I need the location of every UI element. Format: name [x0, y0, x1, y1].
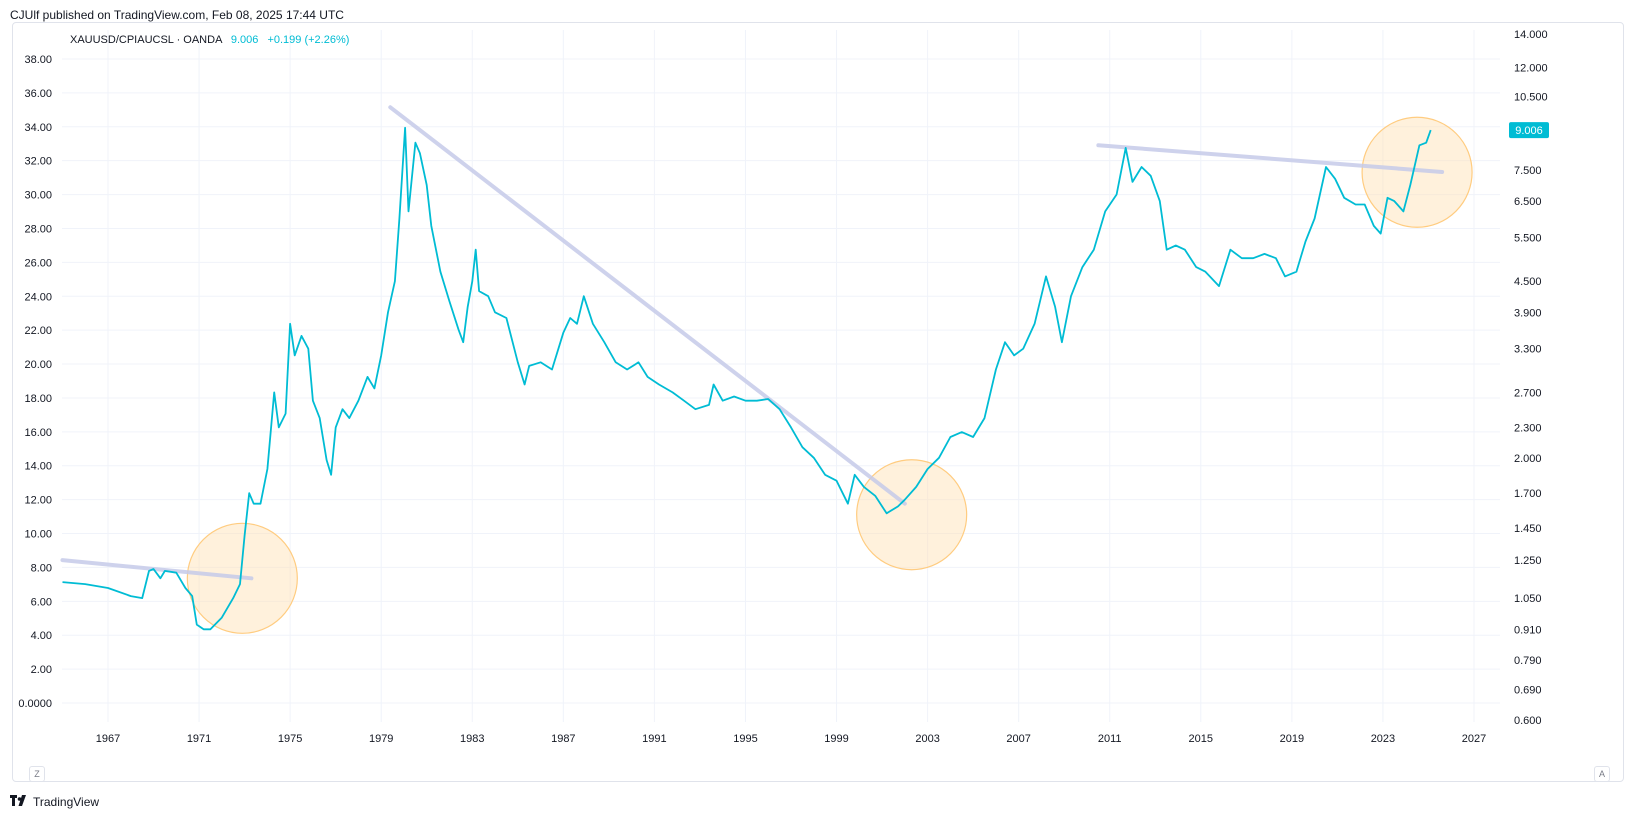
left-axis-tick-label: 2.00 [31, 664, 52, 676]
right-axis-tick-label: 14.000 [1514, 29, 1548, 41]
footer-brand: TradingView [10, 794, 99, 809]
x-axis-tick-label: 1995 [733, 733, 757, 745]
auto-scale-left-button[interactable]: Z [29, 766, 45, 782]
x-axis-tick-label: 2003 [915, 733, 939, 745]
right-axis-tick-label: 1.700 [1514, 488, 1542, 500]
x-axis-tick-label: 1999 [824, 733, 848, 745]
trend-line [388, 105, 907, 506]
tradingview-logo-icon [10, 794, 28, 809]
left-axis-tick-label: 36.00 [24, 88, 52, 100]
publish-info: CJUlf published on TradingView.com, Feb … [10, 8, 344, 22]
highlight-circle [856, 459, 968, 571]
left-axis-tick-label: 26.00 [24, 257, 52, 269]
x-axis-tick-label: 1979 [369, 733, 393, 745]
left-axis-tick-label: 22.00 [24, 325, 52, 337]
left-axis-tick-label: 8.00 [31, 562, 52, 574]
symbol-change: +0.199 (+2.26%) [267, 34, 350, 46]
trend-line [1096, 143, 1445, 174]
x-axis-tick-label: 2007 [1006, 733, 1030, 745]
x-axis-tick-label: 1971 [187, 733, 211, 745]
x-axis-tick-label: 2023 [1371, 733, 1395, 745]
x-axis-tick-label: 2027 [1462, 733, 1486, 745]
right-axis-tick-label: 1.450 [1514, 523, 1542, 535]
symbol-value: 9.006 [230, 34, 259, 46]
brand-name: TradingView [33, 794, 100, 809]
right-axis-tick-label: 0.910 [1514, 624, 1542, 636]
highlight-circle [1361, 116, 1473, 228]
left-axis-tick-label: 30.00 [24, 190, 52, 202]
right-axis-tick-label: 4.500 [1514, 276, 1542, 288]
right-axis-tick-label: 6.500 [1514, 196, 1542, 208]
right-axis-tick-label: 3.900 [1514, 307, 1542, 319]
trend-line [60, 558, 254, 581]
x-axis-tick-label: 2019 [1280, 733, 1304, 745]
price-series-line [62, 126, 1432, 631]
right-axis-tick-label: 10.500 [1514, 92, 1548, 104]
right-axis-tick-label: 3.300 [1514, 344, 1542, 356]
right-axis-tick-label: 0.690 [1514, 685, 1542, 697]
left-axis-tick-label: 4.00 [31, 630, 52, 642]
left-axis-tick-label: 24.00 [24, 291, 52, 303]
x-axis-tick-label: 1975 [278, 733, 302, 745]
right-axis-tick-label: 2.300 [1514, 422, 1542, 434]
left-axis-tick-label: 32.00 [24, 156, 52, 168]
right-axis-tick-label: 1.250 [1514, 555, 1542, 567]
x-axis-tick-label: 1991 [642, 733, 666, 745]
right-axis-tick-label: 0.790 [1514, 655, 1542, 667]
left-axis-tick-label: 18.00 [24, 393, 52, 405]
last-price-label-bg [1509, 122, 1549, 139]
left-axis-tick-label: 14.00 [24, 461, 52, 473]
symbol-name: XAUUSD/CPIAUCSL · OANDA [70, 34, 222, 46]
left-axis-tick-label: 28.00 [24, 223, 52, 235]
chart-frame [12, 22, 1624, 782]
right-axis-tick-label: 5.500 [1514, 232, 1542, 244]
right-axis-tick-label: 0.600 [1514, 715, 1542, 727]
right-axis-tick-label: 12.000 [1514, 63, 1548, 75]
x-axis-tick-label: 2011 [1098, 733, 1122, 745]
x-axis-tick-label: 1983 [460, 733, 484, 745]
left-axis-tick-label: 12.00 [24, 495, 52, 507]
last-price-label: 9.006 [1515, 125, 1543, 137]
left-axis-tick-label: 6.00 [31, 596, 52, 608]
left-axis-tick-label: 20.00 [24, 359, 52, 371]
symbol-legend: XAUUSD/CPIAUCSL · OANDA 9.006 +0.199 (+2… [70, 34, 349, 46]
right-axis-tick-label: 1.050 [1514, 593, 1542, 605]
left-axis-tick-label: 0.0000 [18, 698, 52, 710]
auto-scale-right-button[interactable]: A [1594, 766, 1610, 782]
x-axis-tick-label: 1967 [96, 733, 120, 745]
right-axis-tick-label: 2.700 [1514, 387, 1542, 399]
left-axis-tick-label: 38.00 [24, 54, 52, 66]
left-axis-tick-label: 34.00 [24, 122, 52, 134]
x-axis-tick-label: 1987 [551, 733, 575, 745]
right-axis-tick-label: 7.500 [1514, 165, 1542, 177]
right-axis-tick-label: 2.000 [1514, 453, 1542, 465]
x-axis-tick-label: 2015 [1189, 733, 1213, 745]
left-axis-tick-label: 10.00 [24, 529, 52, 541]
left-axis-tick-label: 16.00 [24, 427, 52, 439]
